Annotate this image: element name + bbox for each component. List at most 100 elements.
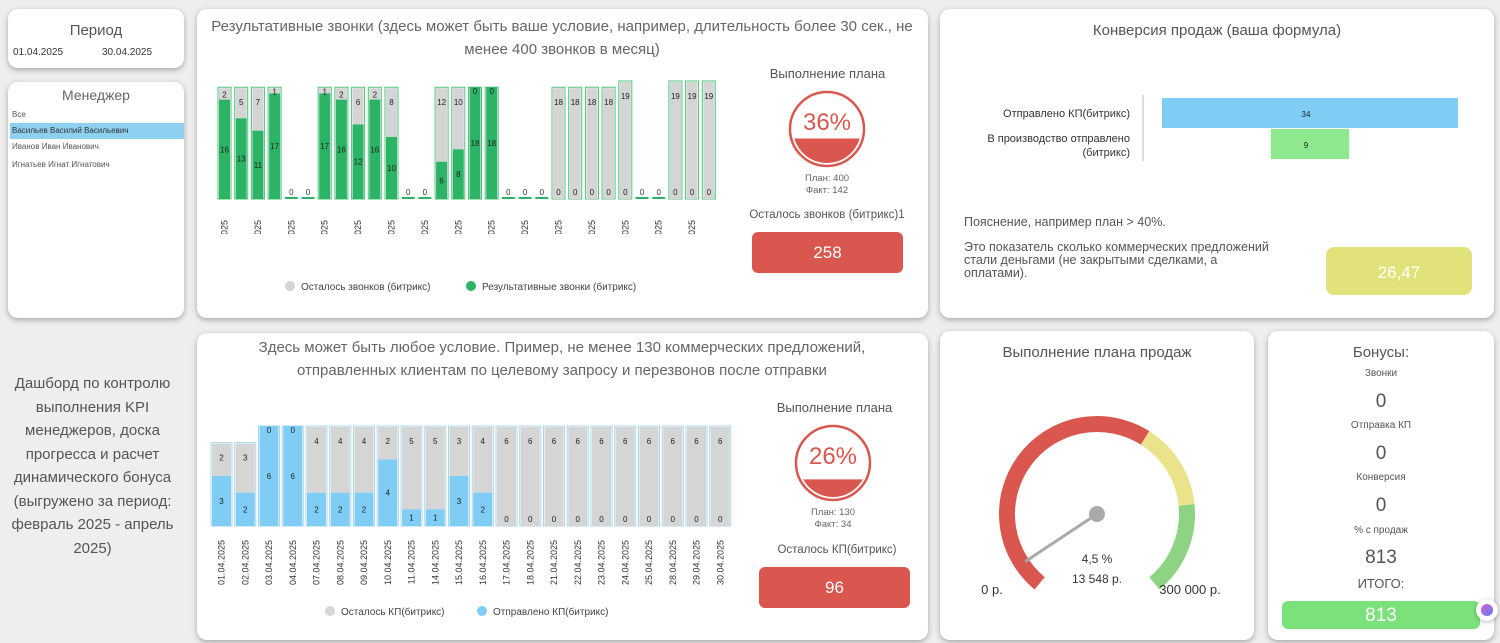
bar-remaining-label: 10 (454, 98, 463, 107)
sales-plan-max: 300 000 р. (1159, 582, 1221, 597)
bar-done (352, 124, 364, 199)
period-date-to[interactable]: 30.04.2025 (102, 47, 153, 58)
bar-done-label: 6 (291, 472, 296, 481)
x-tick-label: 08.04.2025 (335, 540, 345, 585)
conversion-bar-label: 9 (1304, 141, 1309, 150)
bar-remaining-label: 6 (504, 437, 509, 446)
bonus-conversion-label: Конверсия (1356, 472, 1406, 483)
x-tick-label: 07.04.2025 (320, 220, 330, 234)
bonus-conversion-value: 0 (1375, 495, 1387, 516)
bar-remaining (568, 427, 588, 526)
bar-value-label: 0 (523, 188, 528, 197)
bar-remaining-label: 4 (314, 437, 319, 446)
manager-item-all[interactable]: Все (12, 110, 26, 119)
bar-remaining (615, 427, 635, 526)
period-panel: Период 01.04.2025 30.04.2025 (8, 9, 184, 68)
bar-remaining-label: 18 (554, 98, 563, 107)
bar-empty (418, 197, 432, 199)
offers-fact-text: Факт: 34 (814, 519, 852, 530)
bar-done (436, 161, 448, 199)
manager-item-ignatiev[interactable]: Игнатьев Игнат Игнатович (12, 160, 110, 169)
bar-done-label: 0 (590, 188, 595, 197)
x-tick-label: 17.04.2025 (487, 220, 497, 234)
bar-remaining (369, 88, 381, 100)
bar-done-label: 0 (673, 188, 678, 197)
bar-remaining-label: 5 (409, 437, 414, 446)
bar-done-label: 0 (576, 515, 581, 524)
bar-done-label: 0 (528, 515, 533, 524)
bar-value-label: 0 (656, 188, 661, 197)
bar-remaining (402, 427, 421, 510)
bar-empty (535, 197, 549, 199)
plan-percent-text: 26% (809, 443, 857, 470)
bar-remaining-label: 2 (339, 90, 344, 99)
bar-value-label: 0 (640, 188, 645, 197)
bar-remaining-label: 6 (694, 437, 699, 446)
bar-value-label: 0 (289, 188, 294, 197)
x-tick-label: 15.04.2025 (454, 540, 464, 585)
bar-remaining-label: 2 (386, 437, 391, 446)
bar-empty (518, 197, 532, 199)
bar-done (386, 136, 397, 199)
x-tick-label: 04.04.2025 (288, 540, 298, 585)
bar-remaining (497, 427, 516, 526)
bonus-sales-value: 813 (1365, 547, 1397, 568)
bar-done (369, 99, 381, 199)
bar-done (219, 99, 230, 199)
bar-done-label: 16 (220, 145, 229, 154)
conversion-value: 26,47 (1326, 247, 1472, 295)
bar-remaining-label: 6 (528, 437, 533, 446)
x-tick-label: 25.04.2025 (620, 220, 630, 234)
bar-remaining-label: 2 (373, 90, 378, 99)
bar-remaining-label: 2 (222, 90, 227, 99)
bar-remaining (235, 88, 247, 119)
conversion-bar-label: 34 (1302, 110, 1311, 119)
bar-done (425, 509, 445, 526)
bar-remaining-label: 6 (671, 437, 676, 446)
bar-done (402, 509, 421, 526)
gauge-needle (1024, 512, 1098, 563)
bar-done-label: 2 (481, 505, 486, 514)
gauge-arc (1149, 504, 1195, 590)
bar-done-label: 11 (254, 161, 263, 170)
bar-empty (501, 197, 515, 199)
x-tick-label: 19.04.2025 (520, 220, 530, 234)
calls-fact-text: Факт: 142 (805, 185, 849, 196)
assistant-bubble-icon[interactable] (1476, 599, 1498, 621)
manager-item-ivanov[interactable]: Иванов Иван Иванович (12, 142, 99, 151)
bar-remaining (212, 443, 231, 476)
bonus-total-label: ИТОГО: (1357, 576, 1405, 591)
bar-done-label: 0 (671, 515, 676, 524)
bar-remaining (592, 427, 611, 526)
bonus-total-value: 813 (1282, 601, 1480, 629)
bar-remaining (269, 88, 281, 94)
bar-remaining (319, 88, 331, 94)
bar-done-label: 0 (552, 515, 557, 524)
plan-circle-fill (794, 138, 860, 163)
x-tick-label: 11.04.2025 (387, 220, 397, 234)
bar-done-label: 10 (387, 164, 396, 173)
bar-done (212, 476, 231, 526)
bar-remaining (520, 427, 540, 526)
offers-legend-remaining-label: Осталось КП(битрикс) (341, 607, 445, 618)
period-title: Период (69, 22, 123, 39)
manager-item-vasiliev[interactable]: Васильев Василий Васильевич (10, 123, 184, 139)
bonus-calls-value: 0 (1375, 391, 1387, 412)
sales-plan-min: 0 р. (981, 582, 1003, 597)
bar-done (235, 118, 247, 199)
conversion-note-plan: Пояснение, например план > 40%. (964, 215, 1166, 229)
period-date-from[interactable]: 01.04.2025 (13, 47, 64, 58)
x-tick-label: 16.04.2025 (478, 540, 488, 585)
calls-legend-done: Результативные звонки (битрикс) (466, 281, 636, 293)
conversion-bar (1270, 129, 1350, 159)
bar-done-label: 0 (556, 188, 561, 197)
x-tick-label: 01.04.2025 (217, 540, 227, 585)
x-tick-label: 23.04.2025 (597, 540, 607, 585)
x-tick-label: 01.04.2025 (220, 220, 230, 234)
offers-remaining-label: Осталось КП(битрикс) (777, 544, 897, 556)
x-tick-label: 15.04.2025 (453, 220, 463, 234)
bar-done (283, 426, 303, 526)
bar-remaining (235, 443, 255, 493)
bar-remaining-label: 6 (718, 437, 723, 446)
